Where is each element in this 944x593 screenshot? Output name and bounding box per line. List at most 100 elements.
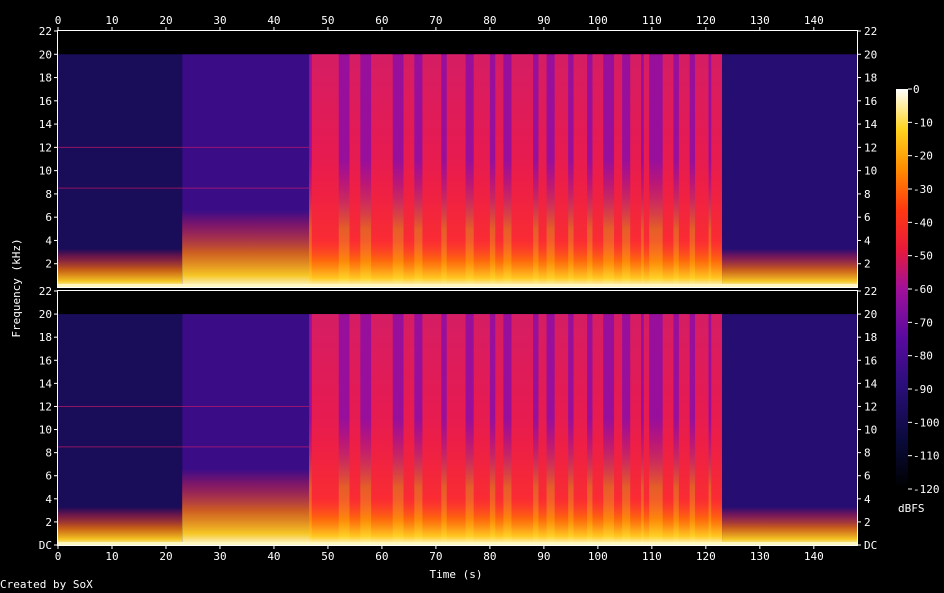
low-frequency-energy xyxy=(722,506,857,545)
loud-burst xyxy=(614,54,623,287)
y-tick-label: 22 xyxy=(864,285,877,298)
channel-2-spectrogram xyxy=(58,291,857,545)
y-tick-label: 10 xyxy=(39,165,52,178)
x-tick-label: 90 xyxy=(537,550,550,563)
spectrogram-section xyxy=(58,314,183,545)
colorbar-tick-label: -70 xyxy=(913,316,933,329)
colorbar-tick-label: -50 xyxy=(913,250,933,263)
x-tick-label: 80 xyxy=(483,14,496,27)
y-tick-label: 14 xyxy=(39,118,53,131)
x-tick-label: 100 xyxy=(588,550,608,563)
y-tick-label: 8 xyxy=(45,188,52,201)
x-tick-label: 10 xyxy=(105,550,118,563)
low-frequency-energy xyxy=(182,468,310,545)
y-tick-label: 8 xyxy=(864,188,871,201)
y-tick-label: 22 xyxy=(39,25,52,38)
x-tick-label: 40 xyxy=(267,550,280,563)
colorbar-tick-label: -110 xyxy=(913,450,940,463)
x-tick-label: 10 xyxy=(105,14,118,27)
loud-burst xyxy=(592,314,604,545)
x-tick-label: 70 xyxy=(429,14,442,27)
y-axis-label: Frequency (kHz) xyxy=(10,238,23,337)
x-tick-label: 110 xyxy=(642,550,662,563)
y-tick-label: 12 xyxy=(39,141,52,154)
colorbar-tick-label: -120 xyxy=(913,483,940,496)
loud-burst xyxy=(678,314,690,545)
x-tick-label: 120 xyxy=(696,14,716,27)
y-tick-label: 12 xyxy=(39,400,52,413)
x-tick-label: 80 xyxy=(483,550,496,563)
y-tick-label: 2 xyxy=(864,258,871,271)
y-tick-label: 10 xyxy=(39,424,52,437)
y-tick-label: 16 xyxy=(39,354,52,367)
x-tick-label: 50 xyxy=(321,14,334,27)
spectrogram-section xyxy=(58,54,183,287)
x-tick-label: 0 xyxy=(55,550,62,563)
loud-burst xyxy=(678,54,690,287)
loud-burst xyxy=(349,54,361,287)
loud-burst xyxy=(349,314,361,545)
dc-band xyxy=(58,542,857,545)
loud-burst xyxy=(538,54,547,287)
y-tick-label: 10 xyxy=(864,165,877,178)
y-tick-label: 22 xyxy=(864,25,877,38)
y-tick-label: 14 xyxy=(864,377,878,390)
x-tick-label: 100 xyxy=(588,14,608,27)
low-frequency-energy xyxy=(58,506,183,545)
colorbar-tick-label: -20 xyxy=(913,150,933,163)
y-tick-label: 2 xyxy=(45,516,52,529)
y-tick-label: 18 xyxy=(39,331,52,344)
y-tick-label: 8 xyxy=(864,447,871,460)
loud-burst xyxy=(643,314,650,545)
colorbar-ticks: 0 -10 -20 -30 -40 -50 -60 -70 -80 -90 -100 -110 -120 xyxy=(908,83,940,496)
y-tick-label: 6 xyxy=(864,211,871,224)
x-tick-label: 30 xyxy=(213,14,226,27)
low-frequency-energy xyxy=(58,248,183,287)
loud-burst xyxy=(495,314,504,545)
y-tick-label: DC xyxy=(864,539,877,552)
x-tick-label: 20 xyxy=(159,550,172,563)
y-tick-label: 10 xyxy=(864,424,877,437)
y-tick-label: 8 xyxy=(45,447,52,460)
x-tick-label: 130 xyxy=(750,14,770,27)
x-axis-label: Time (s) xyxy=(430,568,483,581)
loud-burst xyxy=(711,54,723,287)
x-tick-label: 60 xyxy=(375,550,388,563)
loud-burst xyxy=(662,314,674,545)
colorbar-tick-label: 0 xyxy=(913,83,920,96)
low-frequency-energy xyxy=(722,248,857,287)
loud-burst xyxy=(711,314,723,545)
y-tick-label: 20 xyxy=(39,308,52,321)
y-tick-label: 20 xyxy=(864,308,877,321)
x-tick-label: 140 xyxy=(804,550,824,563)
y-tick-label: 18 xyxy=(39,72,52,85)
spectrogram-section xyxy=(722,314,857,545)
loud-burst xyxy=(643,54,650,287)
colorbar-gradient xyxy=(896,89,908,489)
y-tick-label: 14 xyxy=(864,118,878,131)
x-tick-label: 60 xyxy=(375,14,388,27)
y-tick-label: 2 xyxy=(864,516,871,529)
x-tick-label: 130 xyxy=(750,550,770,563)
y-tick-label: DC xyxy=(39,539,52,552)
loud-burst xyxy=(403,54,415,287)
x-tick-label: 20 xyxy=(159,14,172,27)
colorbar-tick-label: -90 xyxy=(913,383,933,396)
x-tick-label: 110 xyxy=(642,14,662,27)
loud-burst xyxy=(592,54,604,287)
panel-frame xyxy=(57,30,858,288)
low-frequency-energy xyxy=(309,228,723,287)
y-tick-label: 2 xyxy=(45,258,52,271)
x-tick-label: 140 xyxy=(804,14,824,27)
y-tick-label: 18 xyxy=(864,331,877,344)
y-tick-label: 20 xyxy=(864,48,877,61)
dc-band xyxy=(58,284,857,287)
y-tick-label: 14 xyxy=(39,377,53,390)
colorbar-tick-label: -60 xyxy=(913,283,933,296)
colorbar-tick-label: -10 xyxy=(913,116,933,129)
low-frequency-energy xyxy=(182,210,310,287)
created-by-credit: Created by SoX xyxy=(0,578,93,591)
y-tick-label: 6 xyxy=(45,470,52,483)
y-tick-label: 16 xyxy=(864,354,877,367)
